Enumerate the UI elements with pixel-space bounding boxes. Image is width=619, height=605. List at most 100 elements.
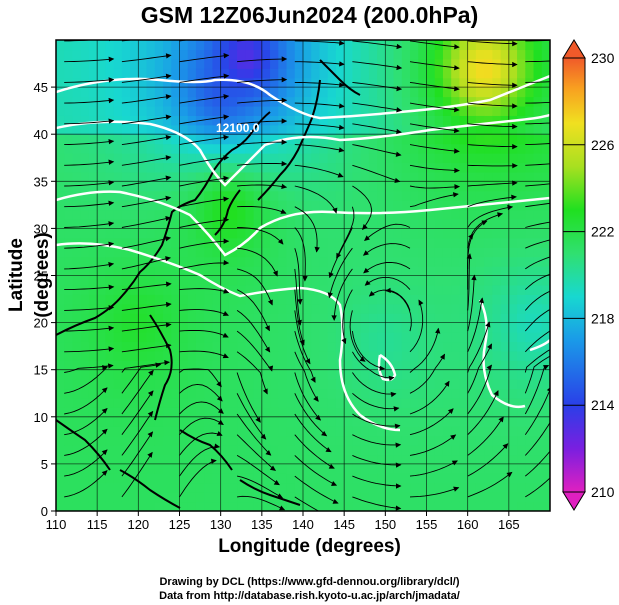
streamline — [364, 276, 411, 290]
temperature-cell — [377, 379, 386, 390]
temperature-cell — [154, 96, 164, 107]
temperature-cell — [261, 190, 271, 201]
temperature-cell — [319, 435, 329, 446]
temperature-cell — [294, 332, 304, 343]
temperature-cell — [220, 492, 230, 503]
temperature-cell — [517, 153, 526, 164]
temperature-cell — [541, 247, 550, 258]
temperature-cell — [319, 332, 329, 343]
temperature-cell — [97, 350, 106, 361]
temperature-cell — [56, 247, 65, 258]
temperature-cell — [113, 369, 123, 380]
temperature-cell — [434, 492, 444, 503]
temperature-cell — [220, 143, 230, 154]
temperature-cell — [492, 40, 502, 51]
temperature-cell — [344, 426, 353, 437]
streamline-arrow — [512, 163, 518, 169]
temperature-cell — [508, 218, 518, 229]
temperature-cell — [154, 105, 164, 116]
temperature-cell — [64, 218, 74, 229]
temperature-cell — [204, 332, 214, 343]
temperature-cell — [105, 256, 115, 267]
temperature-cell — [204, 256, 214, 267]
temperature-cell — [121, 134, 131, 145]
temperature-cell — [459, 124, 469, 135]
temperature-cell — [64, 435, 74, 446]
temperature-cell — [434, 58, 444, 69]
temperature-cell — [434, 275, 444, 286]
temperature-cell — [121, 171, 131, 182]
temperature-cell — [228, 463, 238, 474]
temperature-cell — [261, 463, 271, 474]
temperature-cell — [204, 96, 214, 107]
temperature-cell — [327, 388, 337, 399]
temperature-cell — [204, 463, 214, 474]
temperature-cell — [187, 445, 197, 456]
temperature-cell — [360, 379, 370, 390]
temperature-cell — [377, 190, 386, 201]
temperature-cell — [393, 435, 403, 446]
temperature-cell — [385, 200, 395, 211]
temperature-cell — [434, 247, 444, 258]
temperature-cell — [434, 303, 444, 314]
temperature-cell — [154, 209, 164, 220]
temperature-cell — [228, 341, 238, 352]
temperature-cell — [220, 482, 230, 493]
temperature-cell — [88, 87, 98, 98]
temperature-cell — [212, 256, 222, 267]
temperature-cell — [187, 284, 197, 295]
temperature-cell — [179, 124, 189, 135]
temperature-cell — [171, 124, 181, 135]
temperature-cell — [245, 68, 255, 79]
streamline — [352, 351, 394, 379]
streamline-arrow — [395, 505, 402, 511]
temperature-cell — [434, 350, 444, 361]
temperature-cell — [434, 426, 444, 437]
temperature-cell — [451, 143, 461, 154]
temperature-cell — [56, 209, 65, 220]
temperature-cell — [286, 313, 296, 324]
temperature-cell — [228, 426, 238, 437]
temperature-cell — [451, 58, 461, 69]
temperature-cell — [195, 153, 205, 164]
temperature-cell — [459, 284, 469, 295]
temperature-cell — [303, 162, 312, 173]
temperature-cell — [311, 209, 321, 220]
temperature-cell — [163, 360, 172, 371]
temperature-cell — [113, 105, 123, 116]
temperature-cell — [401, 181, 411, 192]
temperature-cell — [533, 322, 543, 333]
temperature-cell — [410, 87, 419, 98]
streamline — [524, 365, 549, 415]
temperature-cell — [88, 115, 98, 126]
temperature-cell — [228, 379, 238, 390]
temperature-cell — [179, 49, 189, 60]
streamline-arrow — [210, 458, 217, 464]
temperature-cell — [517, 341, 526, 352]
temperature-cell — [163, 369, 172, 380]
streamline-arrow — [223, 196, 230, 202]
temperature-cell — [163, 143, 172, 154]
temperature-cell — [228, 134, 238, 145]
temperature-cell — [154, 77, 164, 88]
temperature-cell — [385, 407, 395, 418]
temperature-cell — [113, 96, 123, 107]
streamline — [236, 413, 272, 456]
temperature-cell — [253, 350, 263, 361]
temperature-cell — [154, 143, 164, 154]
temperature-cell — [368, 463, 378, 474]
temperature-cell — [451, 96, 461, 107]
temperature-cell — [245, 228, 255, 239]
streamline — [294, 102, 345, 107]
temperature-cell — [426, 49, 436, 60]
temperature-cell — [220, 58, 230, 69]
temperature-cell — [327, 416, 337, 427]
temperature-cell — [88, 228, 98, 239]
temperature-cell — [475, 247, 485, 258]
temperature-cell — [105, 294, 115, 305]
temperature-cell — [195, 313, 205, 324]
temperature-cell — [220, 77, 230, 88]
temperature-cell — [442, 303, 452, 314]
temperature-cell — [80, 115, 90, 126]
temperature-cell — [56, 190, 65, 201]
